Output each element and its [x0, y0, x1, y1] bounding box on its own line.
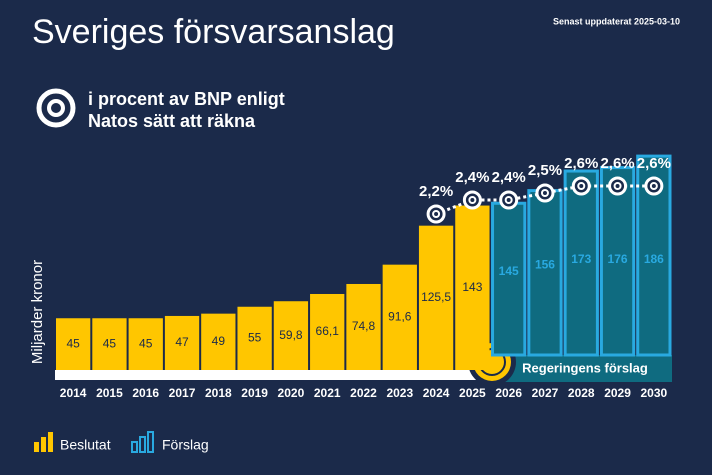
x-tick-label: 2020 — [278, 386, 305, 400]
percent-label: 2,4% — [492, 169, 526, 186]
percent-label: 2,6% — [600, 155, 634, 172]
percent-marker-core — [504, 196, 513, 204]
percent-marker — [535, 183, 555, 203]
x-tick-label: 2014 — [60, 386, 87, 400]
bar — [455, 205, 490, 370]
percent-marker — [499, 190, 519, 210]
value-label: 145 — [499, 264, 519, 278]
updated-note: Senast uppdaterat 2025-03-10 — [553, 16, 680, 26]
percent-label: 2,6% — [637, 155, 671, 172]
percent-marker — [571, 176, 591, 196]
percent-label: 2,6% — [564, 155, 598, 172]
percent-marker — [462, 190, 482, 210]
percent-label: 2,4% — [455, 169, 489, 186]
line-legend: i procent av BNP enligt Natos sätt att r… — [88, 89, 285, 131]
x-tick-label: 2025 — [459, 386, 486, 400]
x-tick-label: 2029 — [604, 386, 631, 400]
percent-marker-core — [649, 182, 658, 190]
percent-marker — [426, 204, 446, 224]
percent-marker-core — [613, 182, 622, 190]
percent-label: 2,5% — [528, 162, 562, 179]
bar — [92, 318, 127, 370]
value-label: 173 — [571, 252, 591, 266]
value-label: 74,8 — [352, 319, 376, 333]
x-tick-label: 2030 — [641, 386, 668, 400]
y-axis-label: Miljarder kronor — [29, 260, 46, 364]
value-label: 45 — [66, 336, 80, 350]
percent-marker-core — [432, 210, 441, 218]
x-tick-label: 2028 — [568, 386, 595, 400]
bar — [56, 318, 91, 370]
value-label: 45 — [139, 336, 153, 350]
value-label: 45 — [103, 336, 117, 350]
base-strip — [55, 370, 495, 380]
bar — [527, 189, 563, 357]
value-label: 156 — [535, 257, 555, 271]
value-label: 143 — [462, 280, 482, 294]
bar — [491, 201, 527, 357]
value-label: 176 — [608, 252, 628, 266]
value-label: 91,6 — [388, 310, 412, 324]
value-label: 66,1 — [316, 324, 340, 338]
bar — [128, 318, 163, 370]
x-tick-label: 2019 — [241, 386, 268, 400]
bar — [201, 313, 236, 370]
value-label: 59,8 — [279, 328, 303, 342]
bar — [599, 166, 636, 357]
percent-label: 2,2% — [419, 183, 453, 200]
x-tick-label: 2017 — [169, 386, 196, 400]
bar — [164, 315, 200, 370]
chart-title: Sveriges försvarsanslag — [32, 13, 395, 51]
x-tick-label: 2021 — [314, 386, 341, 400]
legend-label: Förslag — [162, 437, 209, 453]
percent-marker-core — [468, 196, 477, 204]
x-tick-label: 2016 — [132, 386, 159, 400]
x-tick-label: 2022 — [350, 386, 377, 400]
bar — [273, 301, 309, 370]
line-legend-box: i procent av BNP enligt Natos sätt att r… — [88, 89, 285, 131]
bar — [346, 283, 381, 370]
bar — [418, 225, 454, 370]
percent-marker-core — [540, 189, 549, 197]
x-tick-label: 2023 — [386, 386, 413, 400]
line-legend-icon — [36, 88, 76, 128]
value-label: 49 — [212, 334, 226, 348]
bar — [563, 169, 599, 357]
bar — [382, 264, 417, 370]
value-label: 186 — [644, 252, 664, 266]
percent-marker — [608, 176, 628, 196]
bar — [310, 293, 345, 370]
x-tick-label: 2026 — [495, 386, 522, 400]
value-label: 55 — [248, 331, 262, 345]
proposal-strip — [495, 355, 672, 382]
x-tick-label: 2015 — [96, 386, 123, 400]
bar — [636, 154, 672, 357]
legend-label: Beslutat — [60, 437, 111, 453]
percent-marker — [644, 176, 664, 196]
x-tick-label: 2018 — [205, 386, 232, 400]
percent-marker-core — [577, 182, 586, 190]
x-tick-label: 2024 — [423, 386, 450, 400]
bar — [237, 306, 272, 370]
value-label: 47 — [175, 335, 189, 349]
x-tick-label: 2027 — [532, 386, 559, 400]
value-label: 125,5 — [421, 290, 451, 304]
legend: Beslutat Förslag — [34, 431, 209, 453]
proposal-label: Regeringens förslag — [522, 360, 648, 375]
